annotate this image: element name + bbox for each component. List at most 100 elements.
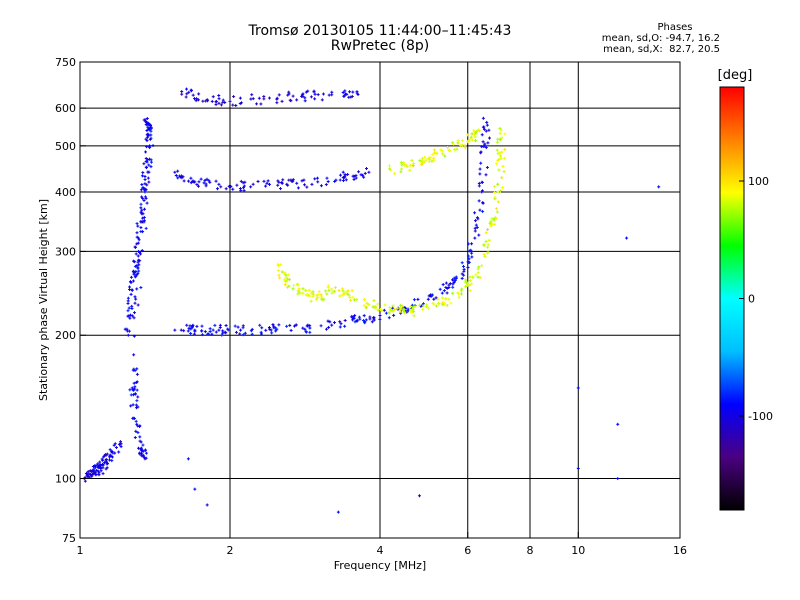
data-point — [503, 132, 507, 136]
data-point — [231, 187, 235, 191]
data-point — [275, 101, 279, 105]
data-point — [444, 281, 448, 285]
data-point — [378, 317, 382, 321]
data-point — [403, 310, 407, 314]
data-point — [492, 217, 496, 221]
data-point — [264, 184, 268, 188]
data-point — [358, 317, 362, 321]
stats-x-mode: mean, sd,X: 82.7, 20.5 — [603, 44, 720, 55]
data-point — [300, 179, 304, 183]
data-point — [437, 302, 441, 306]
data-point — [135, 399, 139, 403]
data-point — [343, 318, 347, 322]
data-point — [473, 229, 477, 233]
data-point — [379, 307, 383, 311]
data-point — [460, 287, 464, 291]
data-point — [138, 250, 142, 254]
data-point — [95, 468, 99, 472]
data-point — [469, 248, 473, 252]
data-point — [460, 261, 464, 265]
data-point — [459, 292, 463, 296]
data-point — [444, 297, 448, 301]
data-point — [486, 245, 490, 249]
data-point — [296, 292, 300, 296]
data-point — [351, 174, 355, 178]
data-point — [126, 333, 130, 337]
data-point — [180, 90, 184, 94]
data-point — [576, 386, 580, 390]
data-point — [339, 173, 343, 177]
data-point — [496, 182, 500, 186]
data-point — [454, 275, 458, 279]
data-point — [357, 170, 361, 174]
data-point — [129, 404, 133, 408]
data-point — [228, 99, 232, 103]
data-point — [461, 139, 465, 143]
data-point — [134, 269, 138, 273]
data-point — [286, 183, 290, 187]
data-point — [143, 207, 147, 211]
data-point — [391, 309, 395, 313]
y-tick-label: 500 — [55, 140, 76, 153]
data-point — [473, 219, 477, 223]
data-point — [133, 260, 137, 264]
data-point — [475, 225, 479, 229]
data-point — [130, 386, 134, 390]
data-point — [278, 187, 282, 191]
data-point — [398, 310, 402, 314]
data-point — [449, 301, 453, 305]
data-point — [485, 165, 489, 169]
data-point — [200, 329, 204, 333]
data-point — [447, 283, 451, 287]
data-point — [143, 182, 147, 186]
data-point — [470, 242, 474, 246]
data-point — [147, 170, 151, 174]
data-point — [203, 330, 207, 334]
data-point — [141, 186, 145, 190]
data-point — [351, 295, 355, 299]
chart-subtitle: RwPretec (8p) — [330, 38, 430, 54]
data-point — [410, 158, 414, 162]
data-point — [179, 175, 183, 179]
data-point — [363, 321, 367, 325]
chart-title: Tromsø 20130105 11:44:00–11:45:43 — [248, 23, 512, 39]
data-point — [334, 178, 338, 182]
data-point — [353, 314, 357, 318]
data-point — [110, 459, 114, 463]
data-point — [99, 469, 103, 473]
data-point — [355, 298, 359, 302]
data-point — [118, 442, 122, 446]
data-point — [184, 95, 188, 99]
data-point — [145, 201, 149, 205]
data-point — [266, 179, 270, 183]
y-tick-label: 200 — [55, 329, 76, 342]
data-point — [207, 179, 211, 183]
data-point — [348, 296, 352, 300]
data-point — [343, 324, 347, 328]
data-point — [453, 148, 457, 152]
data-point — [113, 442, 117, 446]
data-point — [126, 296, 130, 300]
data-point — [496, 137, 500, 141]
data-point — [434, 151, 438, 155]
data-point — [249, 97, 253, 101]
data-point — [441, 152, 445, 156]
data-point — [496, 152, 500, 156]
data-point — [472, 133, 476, 137]
data-point — [186, 457, 190, 461]
data-point — [341, 293, 345, 297]
data-point — [447, 148, 451, 152]
data-point — [343, 89, 347, 93]
data-point — [143, 178, 147, 182]
data-point — [625, 236, 629, 240]
data-point — [497, 168, 501, 172]
data-point — [239, 101, 243, 105]
data-point — [144, 137, 148, 141]
y-tick-label: 300 — [55, 245, 76, 258]
data-point — [136, 254, 140, 258]
data-point — [387, 311, 391, 315]
data-point — [305, 185, 309, 189]
data-point — [179, 328, 183, 332]
data-point — [499, 157, 503, 161]
data-point — [133, 392, 137, 396]
